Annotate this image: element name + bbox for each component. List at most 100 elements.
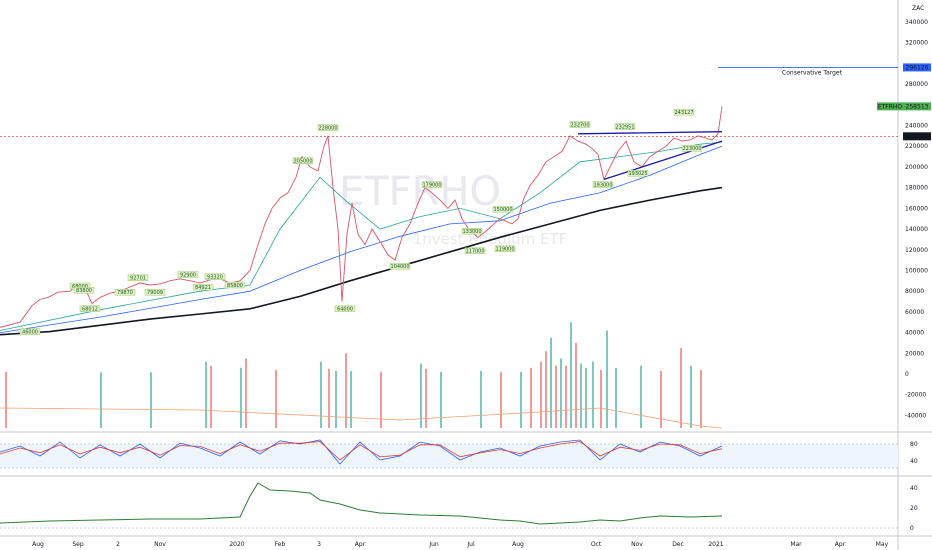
price-annotations: 46000 68000 68012 83800 79870 92701 79009 92900…: [19, 108, 703, 335]
volume-bar-35: [640, 365, 642, 428]
annotation-9: 93320: [204, 273, 226, 281]
price-tick-7: 180000: [905, 185, 928, 192]
svg-text:258513: 258513: [906, 103, 929, 110]
x-tick-10: Aug: [512, 541, 524, 548]
svg-text:193000: 193000: [593, 182, 612, 188]
osc-tick-2: 0: [910, 525, 914, 532]
x-tick-13: Dec: [672, 541, 684, 548]
svg-text:68000: 68000: [72, 284, 88, 290]
volume-bar-32: [600, 369, 602, 428]
annotation-17: 150000: [492, 206, 514, 213]
volume-bar-13: [380, 371, 382, 428]
target-price-tag: 296126: [903, 63, 931, 72]
price-tick-0: 340000: [905, 19, 928, 26]
price-tick-10: 120000: [905, 247, 928, 254]
annotation-4: 79870: [114, 289, 136, 296]
volume-bar-4: [210, 365, 212, 428]
annotation-23: 193025: [627, 169, 649, 177]
x-tick-17: May: [876, 541, 889, 548]
x-tick-6: 3: [317, 541, 321, 548]
volume-bar-24: [555, 365, 557, 428]
oscillator-line: [0, 482, 723, 525]
resistance-price-tag: 229598: [903, 132, 931, 141]
svg-text:179000: 179000: [422, 182, 441, 188]
volume-bar-30: [585, 367, 587, 428]
volume-bar-11: [345, 353, 347, 428]
svg-text:104000: 104000: [390, 264, 409, 270]
annotation-18: 117000: [464, 247, 486, 255]
x-tick-9: Jul: [466, 541, 475, 548]
annotation-15: 179000: [421, 181, 443, 188]
volume-bar-38: [690, 365, 692, 428]
svg-text:93320: 93320: [207, 275, 223, 281]
svg-text:83800: 83800: [76, 288, 92, 294]
volume-bar-12: [350, 370, 352, 428]
svg-text:223000: 223000: [682, 146, 701, 152]
volume-bar-39: [700, 369, 702, 428]
volume-bar-19: [520, 371, 522, 428]
volume-bar-1: [100, 372, 102, 428]
volume-bar-21: [540, 361, 542, 428]
svg-text:229598: 229598: [906, 133, 929, 140]
x-tick-5: Feb: [275, 541, 286, 548]
current-price-tag: ETFRHO 258513: [877, 102, 931, 111]
volume-bar-18: [500, 371, 502, 428]
price-tick-16: 0: [905, 371, 909, 378]
osc-tick-1: 20: [910, 505, 918, 512]
svg-text:84921: 84921: [195, 285, 211, 291]
volume-bar-36: [660, 370, 662, 428]
currency-label: ZAC: [912, 5, 924, 12]
svg-text:243127: 243127: [674, 110, 693, 116]
price-tick-9: 140000: [905, 226, 928, 233]
annotation-13: 64000: [334, 305, 356, 313]
volume-bar-28: [575, 342, 577, 428]
volume-bar-8: [320, 361, 322, 428]
x-tick-7: Apr: [355, 541, 366, 548]
volume-bar-9: [328, 368, 330, 428]
volume-bar-26: [565, 365, 567, 428]
x-tick-14: 2021: [708, 541, 723, 548]
price-tick-5: 220000: [905, 143, 928, 150]
watermark-subtitle: 1nvest Rhodium ETF: [413, 230, 568, 248]
volume-bar-34: [615, 367, 617, 428]
price-tick-8: 160000: [905, 205, 928, 212]
volume-bar-20: [530, 367, 532, 428]
annotation-24: 243127: [673, 108, 695, 116]
volume-bar-10: [335, 370, 337, 428]
annotation-10: 85800: [224, 281, 246, 289]
x-tick-15: Mar: [790, 541, 802, 548]
volume-bar-5: [240, 367, 242, 428]
triangle-line-1: [603, 140, 723, 181]
annotation-14: 104000: [389, 263, 411, 270]
annotation-20: 232700: [569, 121, 591, 128]
volume-bar-15: [425, 368, 427, 428]
svg-text:46000: 46000: [22, 329, 38, 335]
price-tick-12: 80000: [905, 288, 924, 295]
svg-text:232951: 232951: [615, 124, 634, 130]
annotation-3: 83800: [73, 287, 95, 294]
stoch-d-line: [0, 441, 723, 461]
svg-text:119000: 119000: [495, 247, 514, 253]
x-tick-11: Oct: [591, 541, 602, 548]
volume-bar-17: [480, 370, 482, 428]
price-series: [0, 106, 723, 328]
price-tick-14: 40000: [905, 330, 924, 337]
price-tick-11: 100000: [905, 268, 928, 275]
svg-text:205000: 205000: [293, 159, 312, 165]
volume-bar-3: [205, 361, 207, 428]
x-tick-0: Aug: [32, 541, 44, 548]
annotation-21: 193000: [592, 181, 614, 188]
svg-text:92900: 92900: [180, 272, 196, 278]
price-tick-2: 280000: [905, 81, 928, 88]
svg-text:79870: 79870: [117, 290, 133, 296]
target-label: Conservative Target: [782, 69, 843, 76]
watermark-symbol: ETFRHO: [339, 169, 501, 215]
x-tick-1: Sep: [72, 541, 84, 548]
svg-text:85800: 85800: [227, 283, 243, 289]
stoch-tick-0: 80: [910, 441, 918, 448]
volume-bar-25: [560, 358, 562, 428]
price-tick-4: 240000: [905, 123, 928, 130]
volume-bar-16: [440, 371, 442, 428]
stoch-band: [0, 444, 898, 468]
